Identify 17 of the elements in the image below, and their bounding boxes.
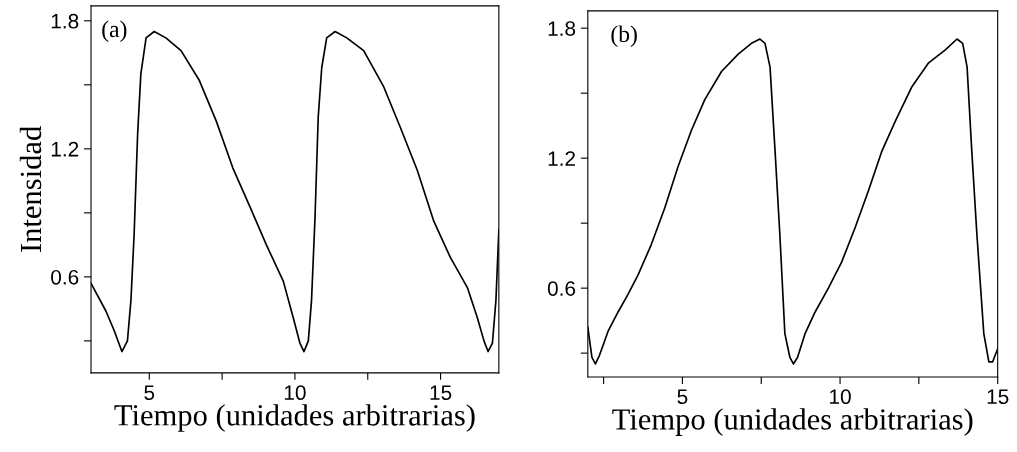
annotation: (b) — [611, 25, 637, 47]
y-tick-label: 0.6 — [51, 269, 79, 285]
x-tick-label: 5 — [677, 389, 688, 405]
y-tick-label: 1.8 — [548, 21, 576, 36]
x-tick-label: 15 — [430, 385, 452, 401]
y-tick-label: 1.8 — [51, 13, 79, 29]
y-tick-label: 1.2 — [51, 141, 79, 157]
y-tick-label: 0.6 — [547, 281, 576, 296]
y-axis-title: Intensidad — [19, 126, 42, 252]
x-tick-label: 15 — [987, 389, 1009, 405]
x-tick-label: 5 — [144, 385, 155, 401]
y-tick-label: 1.2 — [548, 151, 575, 166]
annotation: (a) — [102, 20, 127, 42]
x-tick-label: 10 — [830, 389, 851, 405]
x-tick-label: 10 — [284, 385, 306, 401]
x-axis-title: Tiempo (unidades arbitrarias) — [612, 408, 973, 436]
x-axis-title: Tiempo (unidades arbitrarias) — [114, 404, 475, 432]
